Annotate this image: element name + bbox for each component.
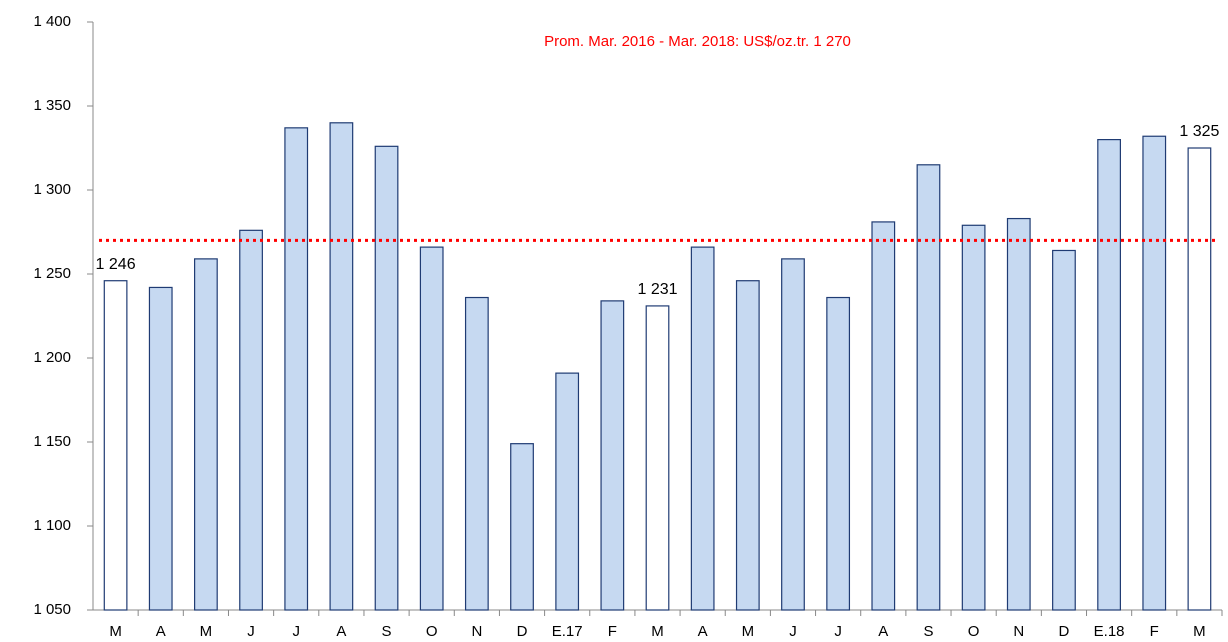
x-tick-label: E.18: [1094, 623, 1125, 640]
x-tick-label: A: [336, 623, 346, 640]
bar: [419, 246, 444, 611]
x-tick-label: N: [1013, 623, 1024, 640]
data-label: 1 325: [1179, 123, 1219, 140]
x-tick-label: D: [517, 623, 528, 640]
x-tick-label: J: [247, 623, 255, 640]
data-label: 1 231: [637, 281, 677, 298]
y-tick-label: 1 400: [33, 13, 71, 30]
y-tick-label: 1 250: [33, 265, 71, 282]
bar: [103, 280, 128, 611]
bar: [600, 300, 625, 611]
x-tick-label: O: [426, 623, 438, 640]
x-tick-label: O: [968, 623, 980, 640]
bar: [871, 221, 896, 611]
x-tick-label: M: [200, 623, 213, 640]
y-tick-label: 1 050: [33, 601, 71, 618]
bar: [148, 286, 173, 611]
x-tick-label: J: [834, 623, 842, 640]
bar: [284, 127, 309, 611]
x-tick-label: F: [608, 623, 617, 640]
bar: [735, 280, 760, 611]
x-tick-label: F: [1150, 623, 1159, 640]
x-tick-label: J: [789, 623, 797, 640]
x-tick-label: D: [1059, 623, 1070, 640]
y-tick-label: 1 300: [33, 181, 71, 198]
bar: [961, 224, 986, 611]
bar: [916, 164, 941, 611]
bar: [1052, 249, 1076, 611]
data-label: 1 246: [96, 256, 136, 273]
bar: [781, 258, 805, 611]
bar: [690, 246, 715, 611]
bar: [510, 443, 534, 611]
reference-label: Prom. Mar. 2016 - Mar. 2018: US$/oz.tr. …: [544, 33, 851, 50]
y-tick-label: 1 350: [33, 97, 71, 114]
x-tick-label: E.17: [552, 623, 583, 640]
x-tick-label: M: [742, 623, 755, 640]
bar: [1142, 135, 1167, 611]
bar: [464, 296, 489, 611]
x-tick-label: S: [382, 623, 392, 640]
y-tick-label: 1 200: [33, 349, 71, 366]
bar: [1097, 139, 1121, 611]
x-tick-label: A: [156, 623, 166, 640]
x-tick-label: A: [698, 623, 708, 640]
bar: [1187, 147, 1212, 611]
bar: [329, 122, 354, 611]
bar: [1006, 217, 1031, 611]
y-tick-label: 1 100: [33, 517, 71, 534]
x-tick-label: S: [923, 623, 933, 640]
bar: [239, 229, 263, 611]
bar: [826, 296, 851, 611]
x-tick-label: N: [471, 623, 482, 640]
x-tick-label: J: [292, 623, 300, 640]
bar: [555, 372, 580, 611]
x-tick-label: M: [651, 623, 664, 640]
x-tick-label: M: [1193, 623, 1206, 640]
x-tick-label: A: [878, 623, 888, 640]
bar: [374, 145, 399, 611]
x-tick-label: M: [109, 623, 122, 640]
bar: [645, 305, 670, 611]
y-tick-label: 1 150: [33, 433, 71, 450]
bar: [194, 258, 218, 611]
